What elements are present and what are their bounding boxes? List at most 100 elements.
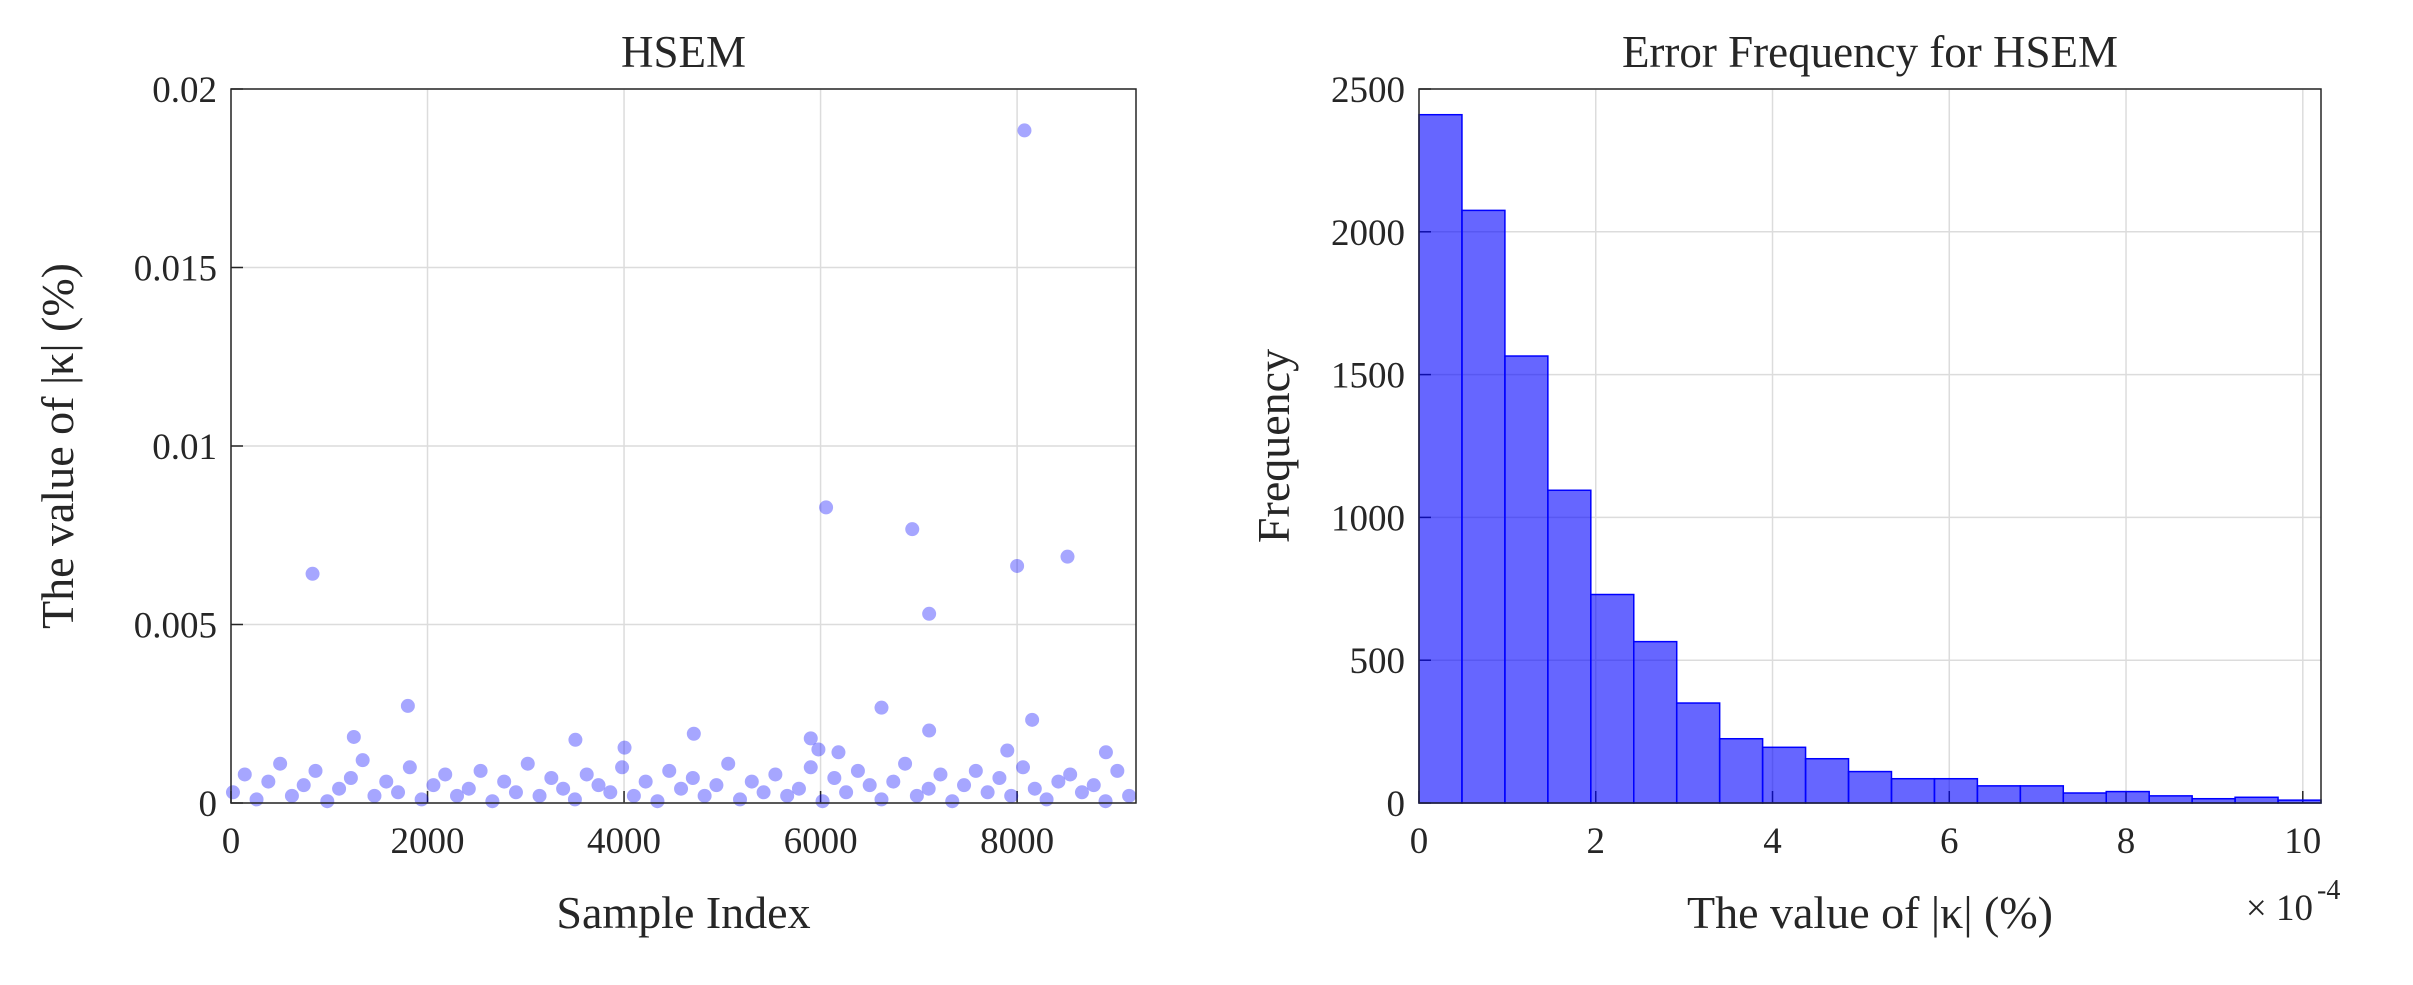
point [532,788,547,803]
point [839,785,854,800]
point [1039,792,1054,807]
point [905,522,920,537]
point [450,788,465,803]
axes-box [230,88,1137,804]
bar [2019,785,2065,804]
point [768,767,783,782]
point [803,760,818,775]
point [296,778,311,793]
y-axis-label: The value of |κ| (%) [32,263,83,629]
point [497,774,512,789]
point [803,731,818,746]
point [674,781,689,796]
point [862,778,877,793]
bar [2148,795,2193,804]
bar [1675,702,1721,804]
point [591,778,606,793]
point [1017,123,1032,138]
bar [1590,593,1635,804]
point [922,723,937,738]
y-tick-label: 0.015 [134,249,217,290]
point [1015,760,1030,775]
x-tick-label: 2 [1587,821,1606,862]
x-tick-label: 6 [1940,821,1959,862]
point [709,778,724,793]
point [898,756,913,771]
point [1074,785,1089,800]
point [945,794,960,809]
bar [2234,796,2279,804]
y-tick-label: 2500 [1331,70,1405,111]
y-tick-label: 1500 [1331,356,1405,397]
point [850,763,865,778]
point [815,794,830,809]
y-tick-label: 0.02 [152,70,217,111]
axes-box [1418,88,2322,804]
point [992,771,1007,786]
point [831,745,846,760]
bar [1804,757,1850,804]
bar [1461,209,1506,804]
y-tick-label: 2000 [1331,213,1405,254]
point [685,771,700,786]
point [414,792,429,807]
bar [1890,777,1936,804]
chart-title: HSEM [621,27,746,77]
y-tick-label: 1000 [1331,498,1405,539]
point [686,726,701,741]
point [909,788,924,803]
x-exponent-base: × 10 [2246,888,2313,929]
y-axis-label: Frequency [1248,349,1299,543]
point [332,781,347,796]
point [237,767,252,782]
point [343,771,358,786]
point [568,732,583,747]
point [1098,745,1113,760]
point [886,774,901,789]
point [485,794,500,809]
x-tick-label: 8 [2117,821,2136,862]
point [1122,788,1137,803]
point [438,767,453,782]
point [367,788,382,803]
point [508,785,523,800]
point [249,792,264,807]
point [650,794,665,809]
bar [2105,790,2150,804]
x-exponent-power: -4 [2317,875,2340,906]
point [756,785,771,800]
point [379,774,394,789]
bar [1761,746,1807,804]
bar [1933,777,1979,804]
point [284,788,299,803]
point [615,760,630,775]
x-tick-label: 6000 [784,821,858,862]
point [567,792,582,807]
point [1051,774,1066,789]
point [617,740,632,755]
point [1027,781,1042,796]
point [544,771,559,786]
x-tick-label: 10 [2284,821,2321,862]
bar [1718,737,1764,804]
x-tick-label: 8000 [980,821,1054,862]
y-tick-label: 0 [199,784,218,825]
point [957,778,972,793]
x-tick-label: 4 [1763,821,1782,862]
point [811,742,826,757]
point [305,566,320,581]
bar [1418,113,1463,804]
point [1063,767,1078,782]
point [638,774,653,789]
point [1004,788,1019,803]
point [261,774,276,789]
y-tick-label: 500 [1350,641,1406,682]
x-tick-label: 2000 [391,821,465,862]
point [1098,794,1113,809]
point [780,788,795,803]
point [721,756,736,771]
bar [1504,355,1549,804]
point [400,698,415,713]
point [968,763,983,778]
